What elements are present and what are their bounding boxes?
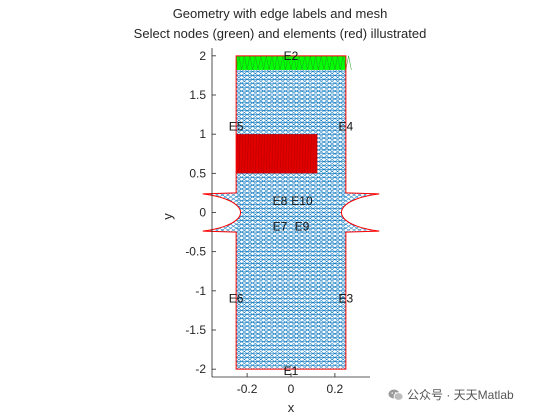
mesh bbox=[202, 55, 380, 370]
watermark-text: 公众号 · 天天Matlab bbox=[407, 388, 514, 402]
geometry-boundary bbox=[202, 55, 380, 370]
edge-label-e1: E1 bbox=[284, 364, 299, 378]
edge-label-e7: E7 bbox=[273, 220, 288, 234]
chart-title: Geometry with edge labels and mesh bbox=[172, 6, 388, 21]
edge-labels: E1 E2 E3 E4 E5 E6 E7 E8 E9 E10 bbox=[229, 49, 354, 378]
y-tick-label: -2 bbox=[195, 362, 206, 376]
y-tick-label: 0.5 bbox=[189, 166, 206, 180]
y-tick-label: 1 bbox=[199, 127, 206, 141]
chart-subtitle: Select nodes (green) and elements (red) … bbox=[133, 26, 427, 41]
edge-label-e2: E2 bbox=[284, 49, 299, 63]
edge-label-e8: E8 bbox=[273, 194, 288, 208]
y-tick-label: 2 bbox=[199, 49, 206, 63]
edge-label-e4: E4 bbox=[339, 119, 354, 133]
y-tick-label: 1.5 bbox=[189, 88, 206, 102]
y-tick-label: -1.5 bbox=[185, 323, 206, 337]
edge-label-e5: E5 bbox=[229, 119, 244, 133]
x-tick-label: -0.2 bbox=[237, 382, 258, 396]
selected-nodes bbox=[235, 55, 352, 70]
watermark: 公众号 · 天天Matlab bbox=[388, 386, 514, 403]
wechat-icon bbox=[388, 388, 404, 402]
edge-label-e10: E10 bbox=[291, 194, 313, 208]
y-tick-label: -1 bbox=[195, 284, 206, 298]
x-axis-label: x bbox=[288, 400, 295, 415]
axes: -0.2 0 0.2 2 1.5 1 0.5 0 -0.5 -1 -1.5 -2 bbox=[185, 48, 370, 396]
edge-label-e9: E9 bbox=[295, 220, 310, 234]
edge-label-e3: E3 bbox=[339, 292, 354, 306]
edge-label-e6: E6 bbox=[229, 292, 244, 306]
y-tick-label: 0 bbox=[199, 206, 206, 220]
x-tick-label: 0 bbox=[288, 382, 295, 396]
y-axis-label: y bbox=[160, 213, 175, 220]
x-tick-label: 0.2 bbox=[327, 382, 344, 396]
selected-elements bbox=[235, 134, 318, 174]
y-tick-label: -0.5 bbox=[185, 245, 206, 259]
